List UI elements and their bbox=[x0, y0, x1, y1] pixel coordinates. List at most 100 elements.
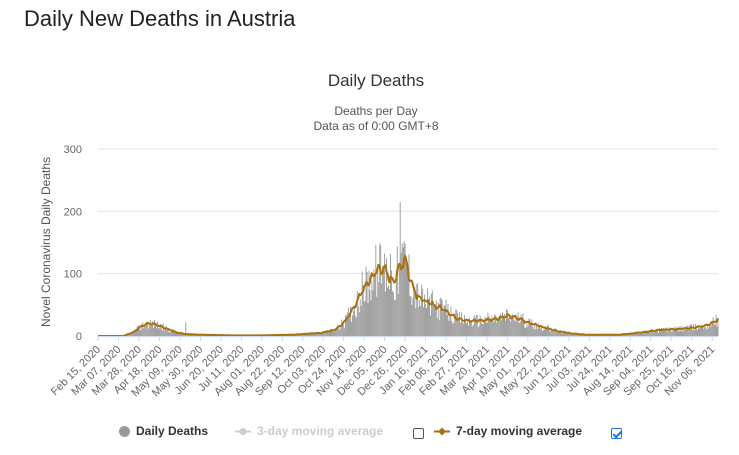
daily-deaths-bar bbox=[150, 320, 152, 336]
daily-deaths-bar bbox=[575, 333, 577, 336]
daily-deaths-bar bbox=[131, 332, 133, 336]
daily-deaths-bar bbox=[175, 333, 177, 336]
daily-deaths-bar bbox=[438, 320, 440, 336]
daily-deaths-bar bbox=[676, 328, 678, 336]
daily-deaths-bar bbox=[382, 266, 384, 336]
daily-deaths-bar bbox=[448, 320, 450, 336]
daily-deaths-bar bbox=[508, 316, 510, 336]
three-day-average-checkbox[interactable] bbox=[413, 428, 424, 439]
daily-deaths-bar bbox=[668, 327, 670, 336]
daily-deaths-bar bbox=[503, 317, 504, 336]
daily-deaths-bar bbox=[362, 285, 364, 336]
daily-deaths-bar bbox=[157, 328, 159, 336]
daily-deaths-bar bbox=[361, 271, 363, 336]
daily-deaths-bar bbox=[562, 333, 564, 336]
daily-deaths-bar bbox=[134, 331, 136, 336]
daily-deaths-bar bbox=[388, 285, 389, 336]
daily-deaths-bar bbox=[529, 319, 531, 336]
daily-deaths-bar bbox=[152, 321, 154, 336]
daily-deaths-bar bbox=[459, 312, 461, 336]
daily-deaths-bar bbox=[576, 333, 578, 336]
daily-deaths-bar bbox=[547, 325, 549, 336]
daily-deaths-bar bbox=[144, 325, 146, 336]
daily-deaths-bar bbox=[330, 328, 332, 336]
daily-deaths-bar bbox=[140, 329, 142, 336]
daily-deaths-bar bbox=[173, 332, 175, 336]
daily-deaths-bar bbox=[510, 315, 512, 336]
daily-deaths-bar bbox=[507, 318, 509, 336]
daily-deaths-bar bbox=[489, 319, 491, 336]
daily-deaths-bar bbox=[339, 329, 341, 336]
daily-deaths-bar bbox=[581, 334, 582, 336]
daily-deaths-bar bbox=[395, 270, 397, 336]
daily-deaths-bar bbox=[447, 303, 449, 336]
daily-deaths-bar bbox=[520, 314, 522, 336]
daily-deaths-bar bbox=[624, 334, 626, 336]
chart-legend: Daily Deaths 3-day moving average 7-day … bbox=[0, 420, 739, 446]
legend-daily-deaths[interactable]: Daily Deaths bbox=[119, 424, 208, 438]
daily-deaths-bar bbox=[664, 328, 666, 336]
daily-deaths-bar bbox=[525, 327, 527, 336]
daily-deaths-bar bbox=[453, 323, 455, 336]
daily-deaths-bar bbox=[651, 329, 653, 336]
daily-deaths-bar bbox=[185, 322, 187, 336]
daily-deaths-bar bbox=[670, 331, 672, 336]
daily-deaths-bar bbox=[324, 332, 326, 336]
daily-deaths-bar bbox=[384, 253, 386, 336]
daily-deaths-bar bbox=[424, 294, 426, 336]
daily-deaths-bar bbox=[533, 329, 535, 336]
y-tick-label: 300 bbox=[64, 144, 82, 156]
daily-deaths-bar bbox=[182, 333, 184, 336]
daily-deaths-bar bbox=[709, 326, 711, 336]
daily-deaths-bar bbox=[700, 327, 701, 336]
daily-deaths-bar bbox=[640, 332, 642, 336]
daily-deaths-bar bbox=[518, 323, 520, 336]
daily-deaths-bar bbox=[697, 329, 698, 336]
daily-deaths-bar bbox=[522, 313, 524, 336]
seven-day-average-checkbox[interactable] bbox=[611, 428, 622, 439]
daily-deaths-bar bbox=[162, 323, 164, 336]
daily-deaths-bar bbox=[690, 324, 692, 336]
daily-deaths-bar bbox=[158, 327, 160, 336]
daily-deaths-bar bbox=[560, 332, 562, 336]
daily-deaths-bar bbox=[686, 326, 688, 336]
daily-deaths-bar bbox=[404, 243, 406, 336]
daily-deaths-bar bbox=[634, 333, 636, 336]
daily-deaths-bar bbox=[403, 241, 405, 336]
daily-deaths-bar bbox=[495, 315, 497, 336]
daily-deaths-bar bbox=[548, 330, 550, 336]
daily-deaths-bar bbox=[364, 300, 366, 336]
daily-deaths-bar bbox=[644, 332, 646, 336]
legend-seven-day-average[interactable]: 7-day moving average bbox=[434, 424, 582, 438]
daily-deaths-bars bbox=[123, 201, 719, 336]
daily-deaths-bar bbox=[509, 321, 511, 336]
daily-deaths-bar bbox=[430, 293, 432, 336]
daily-deaths-bar bbox=[155, 324, 156, 336]
daily-deaths-bar bbox=[468, 317, 470, 336]
daily-deaths-bar bbox=[638, 333, 640, 336]
daily-deaths-bar bbox=[476, 315, 478, 336]
daily-deaths-bar bbox=[445, 299, 447, 336]
daily-deaths-bar bbox=[565, 332, 567, 336]
daily-deaths-bar bbox=[409, 296, 411, 336]
daily-deaths-bar bbox=[407, 276, 409, 336]
daily-deaths-bar bbox=[402, 247, 404, 336]
daily-deaths-bar bbox=[566, 332, 568, 336]
daily-deaths-bar bbox=[556, 331, 558, 336]
daily-deaths-bar bbox=[180, 333, 182, 336]
daily-deaths-bar bbox=[627, 334, 629, 336]
daily-deaths-bar bbox=[387, 287, 388, 336]
daily-deaths-bar bbox=[390, 253, 391, 336]
daily-deaths-bar bbox=[642, 332, 644, 336]
daily-deaths-bar bbox=[692, 330, 694, 336]
daily-deaths-bar bbox=[178, 333, 180, 336]
daily-deaths-bar bbox=[432, 303, 434, 336]
daily-deaths-bar bbox=[678, 331, 680, 336]
daily-deaths-bar bbox=[142, 322, 144, 336]
daily-deaths-bar bbox=[671, 331, 673, 336]
daily-deaths-bar bbox=[169, 332, 171, 336]
daily-deaths-bar bbox=[317, 332, 319, 336]
legend-three-day-average[interactable]: 3-day moving average bbox=[235, 424, 383, 438]
daily-deaths-bar bbox=[156, 328, 157, 336]
